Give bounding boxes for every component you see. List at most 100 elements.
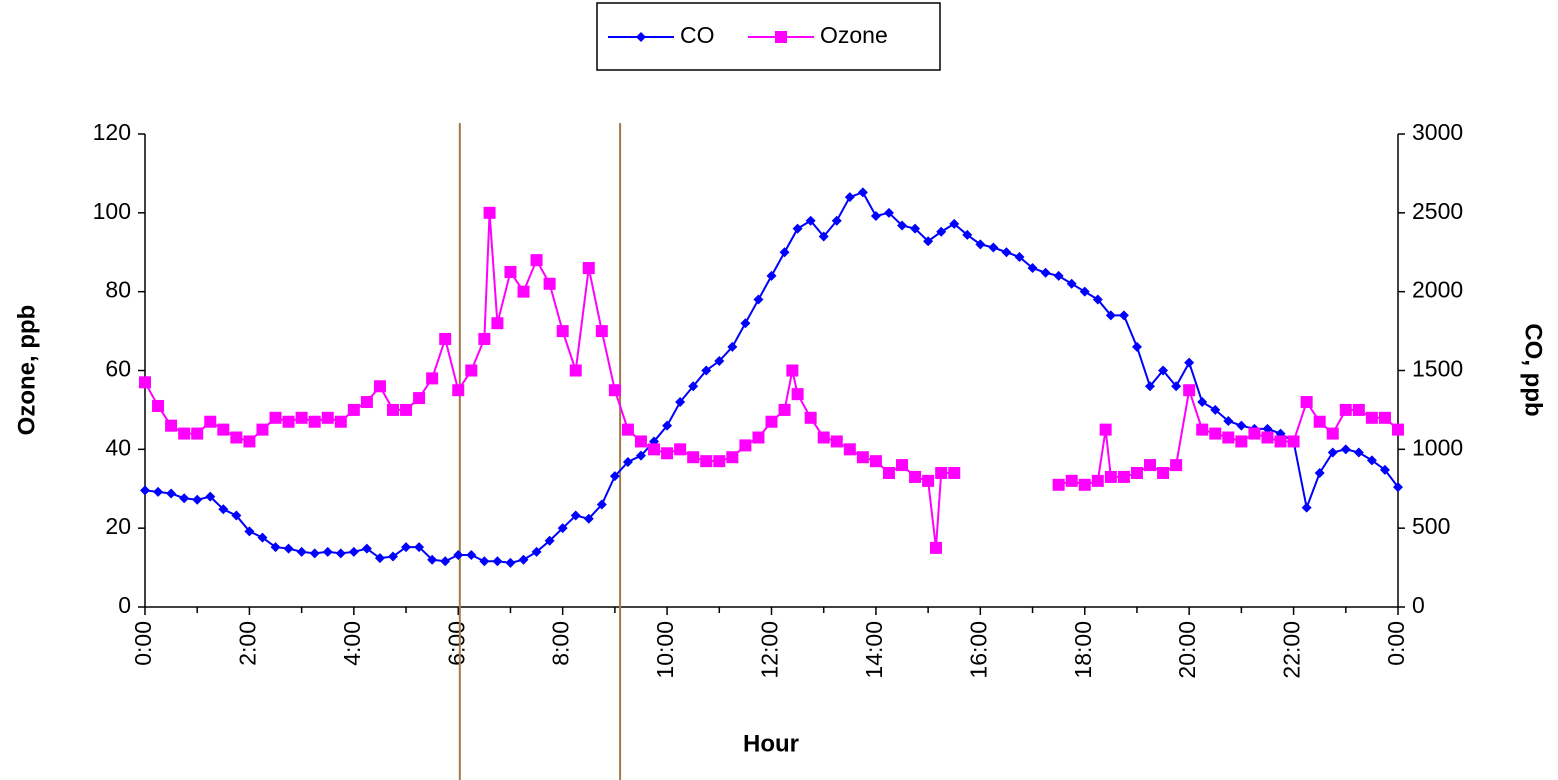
marker [166, 488, 177, 499]
marker [1300, 396, 1313, 409]
marker [243, 435, 256, 448]
marker [595, 325, 608, 338]
marker [936, 226, 947, 237]
marker [688, 381, 699, 392]
marker [922, 474, 935, 487]
marker [1040, 267, 1051, 278]
marker [518, 554, 529, 565]
marker [348, 546, 359, 557]
marker [492, 556, 503, 567]
marker [1027, 263, 1038, 274]
marker [1222, 431, 1235, 444]
marker [1117, 470, 1130, 483]
x-tick-label: 22:00 [1279, 621, 1305, 679]
y-tick-label: 20 [105, 513, 131, 539]
marker [334, 415, 347, 428]
marker [1158, 365, 1169, 376]
marker [830, 435, 843, 448]
marker [622, 456, 633, 467]
y2-axis-label: CO, ppb [1520, 323, 1547, 416]
marker [1079, 286, 1090, 297]
marker [205, 491, 216, 502]
marker [1366, 455, 1377, 466]
marker [1145, 381, 1156, 392]
marker [870, 210, 881, 221]
marker [1065, 474, 1078, 487]
marker [661, 447, 674, 460]
marker [1378, 411, 1391, 424]
marker [413, 392, 426, 405]
marker [321, 411, 334, 424]
marker [387, 551, 398, 562]
marker [347, 403, 360, 416]
marker [804, 411, 817, 424]
marker [1131, 341, 1142, 352]
marker [1052, 478, 1065, 491]
y2-tick-label: 3000 [1412, 119, 1463, 145]
marker [843, 443, 856, 456]
marker [1091, 474, 1104, 487]
marker [543, 277, 556, 290]
marker [857, 187, 868, 198]
marker [608, 384, 621, 397]
x-tick-label: 10:00 [652, 621, 678, 679]
marker [1392, 423, 1404, 436]
marker [414, 542, 425, 553]
marker [360, 396, 373, 409]
marker [1170, 459, 1183, 472]
marker [479, 556, 490, 567]
marker [582, 262, 595, 275]
marker [439, 332, 452, 345]
marker [531, 546, 542, 557]
marker [283, 543, 294, 554]
marker [910, 223, 921, 234]
marker [1261, 431, 1274, 444]
marker [975, 239, 986, 250]
y-tick-label: 100 [93, 198, 131, 224]
marker [504, 265, 517, 278]
x-tick-label: 6:00 [443, 621, 469, 666]
marker [701, 365, 712, 376]
marker [1053, 270, 1064, 281]
marker [817, 431, 830, 444]
marker [231, 510, 242, 521]
marker [1393, 482, 1403, 493]
marker [483, 206, 496, 219]
marker [634, 435, 647, 448]
marker [1313, 415, 1326, 428]
y-tick-label: 40 [105, 434, 131, 460]
marker [426, 372, 439, 385]
marker [1301, 502, 1312, 513]
marker [401, 542, 412, 553]
legend-label: Ozone [820, 22, 888, 48]
marker [1144, 459, 1157, 472]
x-tick-label: 18:00 [1070, 621, 1096, 679]
marker [1099, 423, 1112, 436]
marker [517, 285, 530, 298]
marker [217, 423, 230, 436]
marker [1248, 427, 1261, 440]
marker [674, 443, 687, 456]
marker [1274, 435, 1287, 448]
y-tick-label: 0 [118, 592, 131, 618]
marker [453, 549, 464, 560]
y2-tick-label: 2500 [1412, 198, 1463, 224]
marker [856, 451, 869, 464]
marker [648, 443, 661, 456]
marker [1014, 251, 1025, 262]
marker [1066, 278, 1077, 289]
marker [1314, 467, 1325, 478]
marker [923, 236, 934, 247]
x-tick-label: 0:00 [1383, 621, 1409, 666]
marker [544, 535, 555, 546]
marker [505, 557, 516, 568]
marker [1340, 444, 1351, 455]
marker [949, 218, 960, 229]
marker [791, 388, 804, 401]
marker [192, 494, 203, 505]
x-tick-label: 12:00 [757, 621, 783, 679]
marker [778, 403, 791, 416]
marker [179, 493, 190, 504]
marker [1223, 415, 1234, 426]
marker [282, 415, 295, 428]
